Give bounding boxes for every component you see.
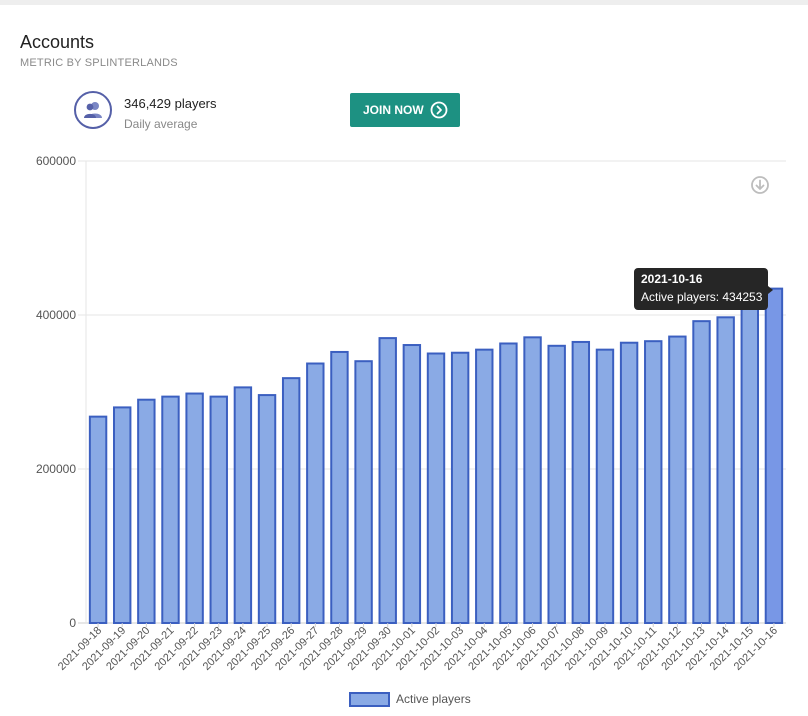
bar[interactable]: [426, 352, 446, 624]
legend: Active players: [349, 692, 471, 707]
bar[interactable]: [644, 340, 663, 624]
x-axis-ticks: 2021-09-182021-09-192021-09-202021-09-21…: [56, 623, 780, 673]
bar[interactable]: [137, 398, 156, 625]
y-axis-ticks: 0 200000 400000 600000: [36, 154, 76, 630]
bar[interactable]: [161, 395, 180, 624]
stat-label: Daily average: [124, 117, 198, 131]
bar[interactable]: [499, 342, 518, 625]
bar[interactable]: [233, 386, 253, 624]
download-icon[interactable]: [751, 176, 769, 194]
chevron-right-circle-icon: [430, 101, 448, 119]
bar[interactable]: [619, 341, 639, 624]
bar[interactable]: [571, 340, 591, 624]
bar[interactable]: [668, 335, 687, 624]
bar[interactable]: [547, 344, 566, 625]
y-tick-label: 600000: [36, 154, 76, 168]
y-tick-label: 0: [69, 616, 76, 630]
bar[interactable]: [306, 362, 325, 624]
bar[interactable]: [402, 344, 422, 624]
bar[interactable]: [595, 348, 615, 624]
bar[interactable]: [475, 348, 494, 624]
legend-label: Active players: [396, 692, 471, 706]
tooltip-date: 2021-10-16: [641, 272, 703, 286]
bar[interactable]: [692, 320, 711, 624]
bar[interactable]: [764, 287, 784, 624]
bar[interactable]: [523, 336, 542, 625]
tooltip: 2021-10-16 Active players: 434253: [634, 268, 773, 310]
bar[interactable]: [281, 377, 301, 624]
bar[interactable]: [113, 406, 132, 624]
bar[interactable]: [378, 337, 397, 624]
y-tick-label: 400000: [36, 308, 76, 322]
stat-value: 346,429 players: [124, 96, 217, 111]
bar[interactable]: [354, 360, 373, 624]
bar[interactable]: [209, 395, 228, 624]
bar[interactable]: [716, 316, 735, 624]
y-tick-label: 200000: [36, 462, 76, 476]
bar[interactable]: [450, 351, 470, 624]
bar[interactable]: [185, 392, 204, 624]
join-now-button[interactable]: JOIN NOW: [350, 93, 460, 127]
bars: [88, 287, 784, 625]
bar[interactable]: [740, 302, 759, 624]
join-now-label: JOIN NOW: [363, 103, 424, 117]
users-icon: [74, 91, 112, 129]
bar-chart: 0 200000 400000 600000 2021-09-182021-09-19…: [36, 154, 786, 707]
bar[interactable]: [330, 350, 349, 625]
card-title: Accounts: [20, 32, 95, 52]
bar[interactable]: [257, 394, 277, 624]
tooltip-value: Active players: 434253: [641, 290, 763, 304]
top-bar: [0, 0, 808, 5]
bar[interactable]: [88, 415, 108, 625]
card-subtitle: METRIC BY SPLINTERLANDS: [20, 57, 178, 69]
legend-swatch: [349, 692, 390, 707]
